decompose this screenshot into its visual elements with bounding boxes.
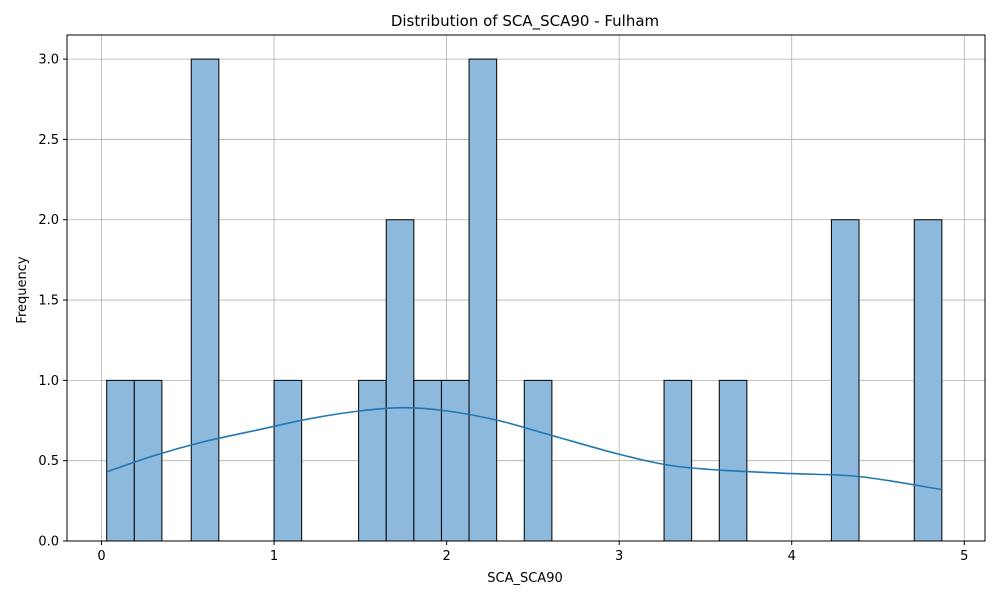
y-tick-label: 0.5 <box>38 454 59 469</box>
y-tick-label: 3.0 <box>38 53 59 68</box>
x-axis-label: SCA_SCA90 <box>487 571 563 586</box>
histogram-bar <box>190 58 220 542</box>
y-tick-label: 0.0 <box>38 535 59 550</box>
y-tick-label: 1.5 <box>38 294 59 309</box>
y-axis-label: Frequency <box>15 256 30 323</box>
histogram-bar <box>385 219 415 542</box>
y-tick-label: 2.5 <box>38 133 59 148</box>
histogram-bars <box>106 58 943 542</box>
x-tick-label: 3 <box>615 549 623 564</box>
kde-curve-group <box>106 406 942 491</box>
histogram-bar <box>718 379 748 542</box>
x-tick-label: 4 <box>788 549 796 564</box>
x-tick-label: 2 <box>442 549 450 564</box>
chart-title: Distribution of SCA_SCA90 - Fulham <box>391 12 659 31</box>
histogram-bar <box>413 379 442 542</box>
y-tick-label: 2.0 <box>38 213 59 228</box>
x-tick-label: 5 <box>960 549 968 564</box>
histogram-bar <box>523 379 553 542</box>
histogram-bar <box>468 58 498 542</box>
kde-curve <box>106 406 942 491</box>
histogram-bar <box>440 379 470 542</box>
histogram-bar <box>106 379 135 542</box>
histogram-bar <box>913 219 943 542</box>
axes: 0 1 2 3 4 5 0.0 0.5 1.0 1.5 2.0 2.5 3.0 <box>38 34 986 564</box>
histogram-bar <box>830 219 860 542</box>
histogram-bar <box>273 379 303 542</box>
plot-frame <box>66 34 986 542</box>
x-tick-label: 0 <box>97 549 105 564</box>
x-tick-label: 1 <box>270 549 278 564</box>
histogram-bar <box>663 379 693 542</box>
histogram-bar <box>358 379 387 542</box>
y-tick-label: 1.0 <box>38 374 59 389</box>
